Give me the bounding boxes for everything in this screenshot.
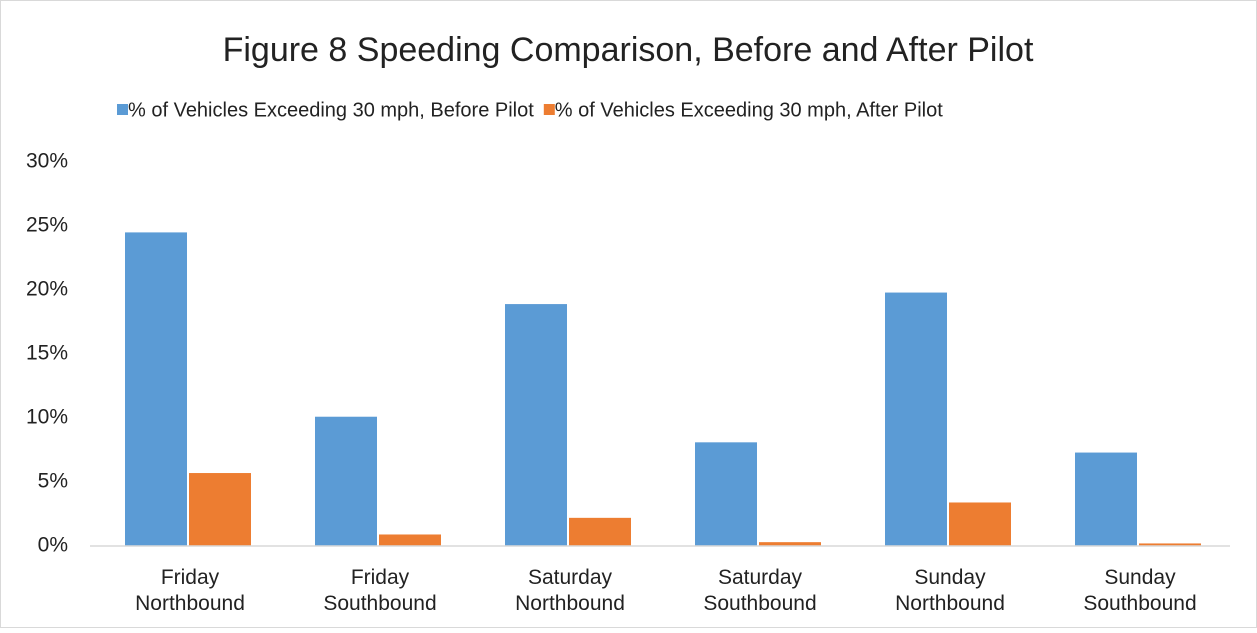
bar [189,473,251,546]
bar [379,534,441,546]
bar [1075,452,1137,546]
legend-label: % of Vehicles Exceeding 30 mph, After Pi… [555,99,943,121]
chart-title: Figure 8 Speeding Comparison, Before and… [223,31,1034,69]
bar [949,502,1011,546]
y-tick-label: 25% [26,214,68,237]
x-tick-label: Friday Northbound [135,566,245,615]
bar [759,542,821,546]
x-tick-label: Sunday Northbound [895,566,1005,615]
bar [569,517,631,546]
x-tick-label: Saturday Northbound [515,566,625,615]
y-tick-label: 5% [38,470,68,493]
x-tick-label: Saturday Southbound [703,566,816,615]
y-tick-label: 30% [26,150,68,173]
y-tick-label: 10% [26,406,68,429]
legend-swatch [543,104,555,115]
bar [315,416,377,546]
x-tick-label: Friday Southbound [323,566,436,615]
y-tick-label: 20% [26,278,68,301]
bar [885,292,947,546]
legend-label: % of Vehicles Exceeding 30 mph, Before P… [128,99,534,121]
bar [1139,543,1201,546]
legend-swatch [117,104,128,115]
y-tick-label: 15% [26,342,68,365]
y-tick-label: 0% [38,534,68,557]
bar [505,304,567,546]
bar [125,232,187,546]
bar [695,442,757,546]
x-tick-label: Sunday Southbound [1083,566,1196,615]
